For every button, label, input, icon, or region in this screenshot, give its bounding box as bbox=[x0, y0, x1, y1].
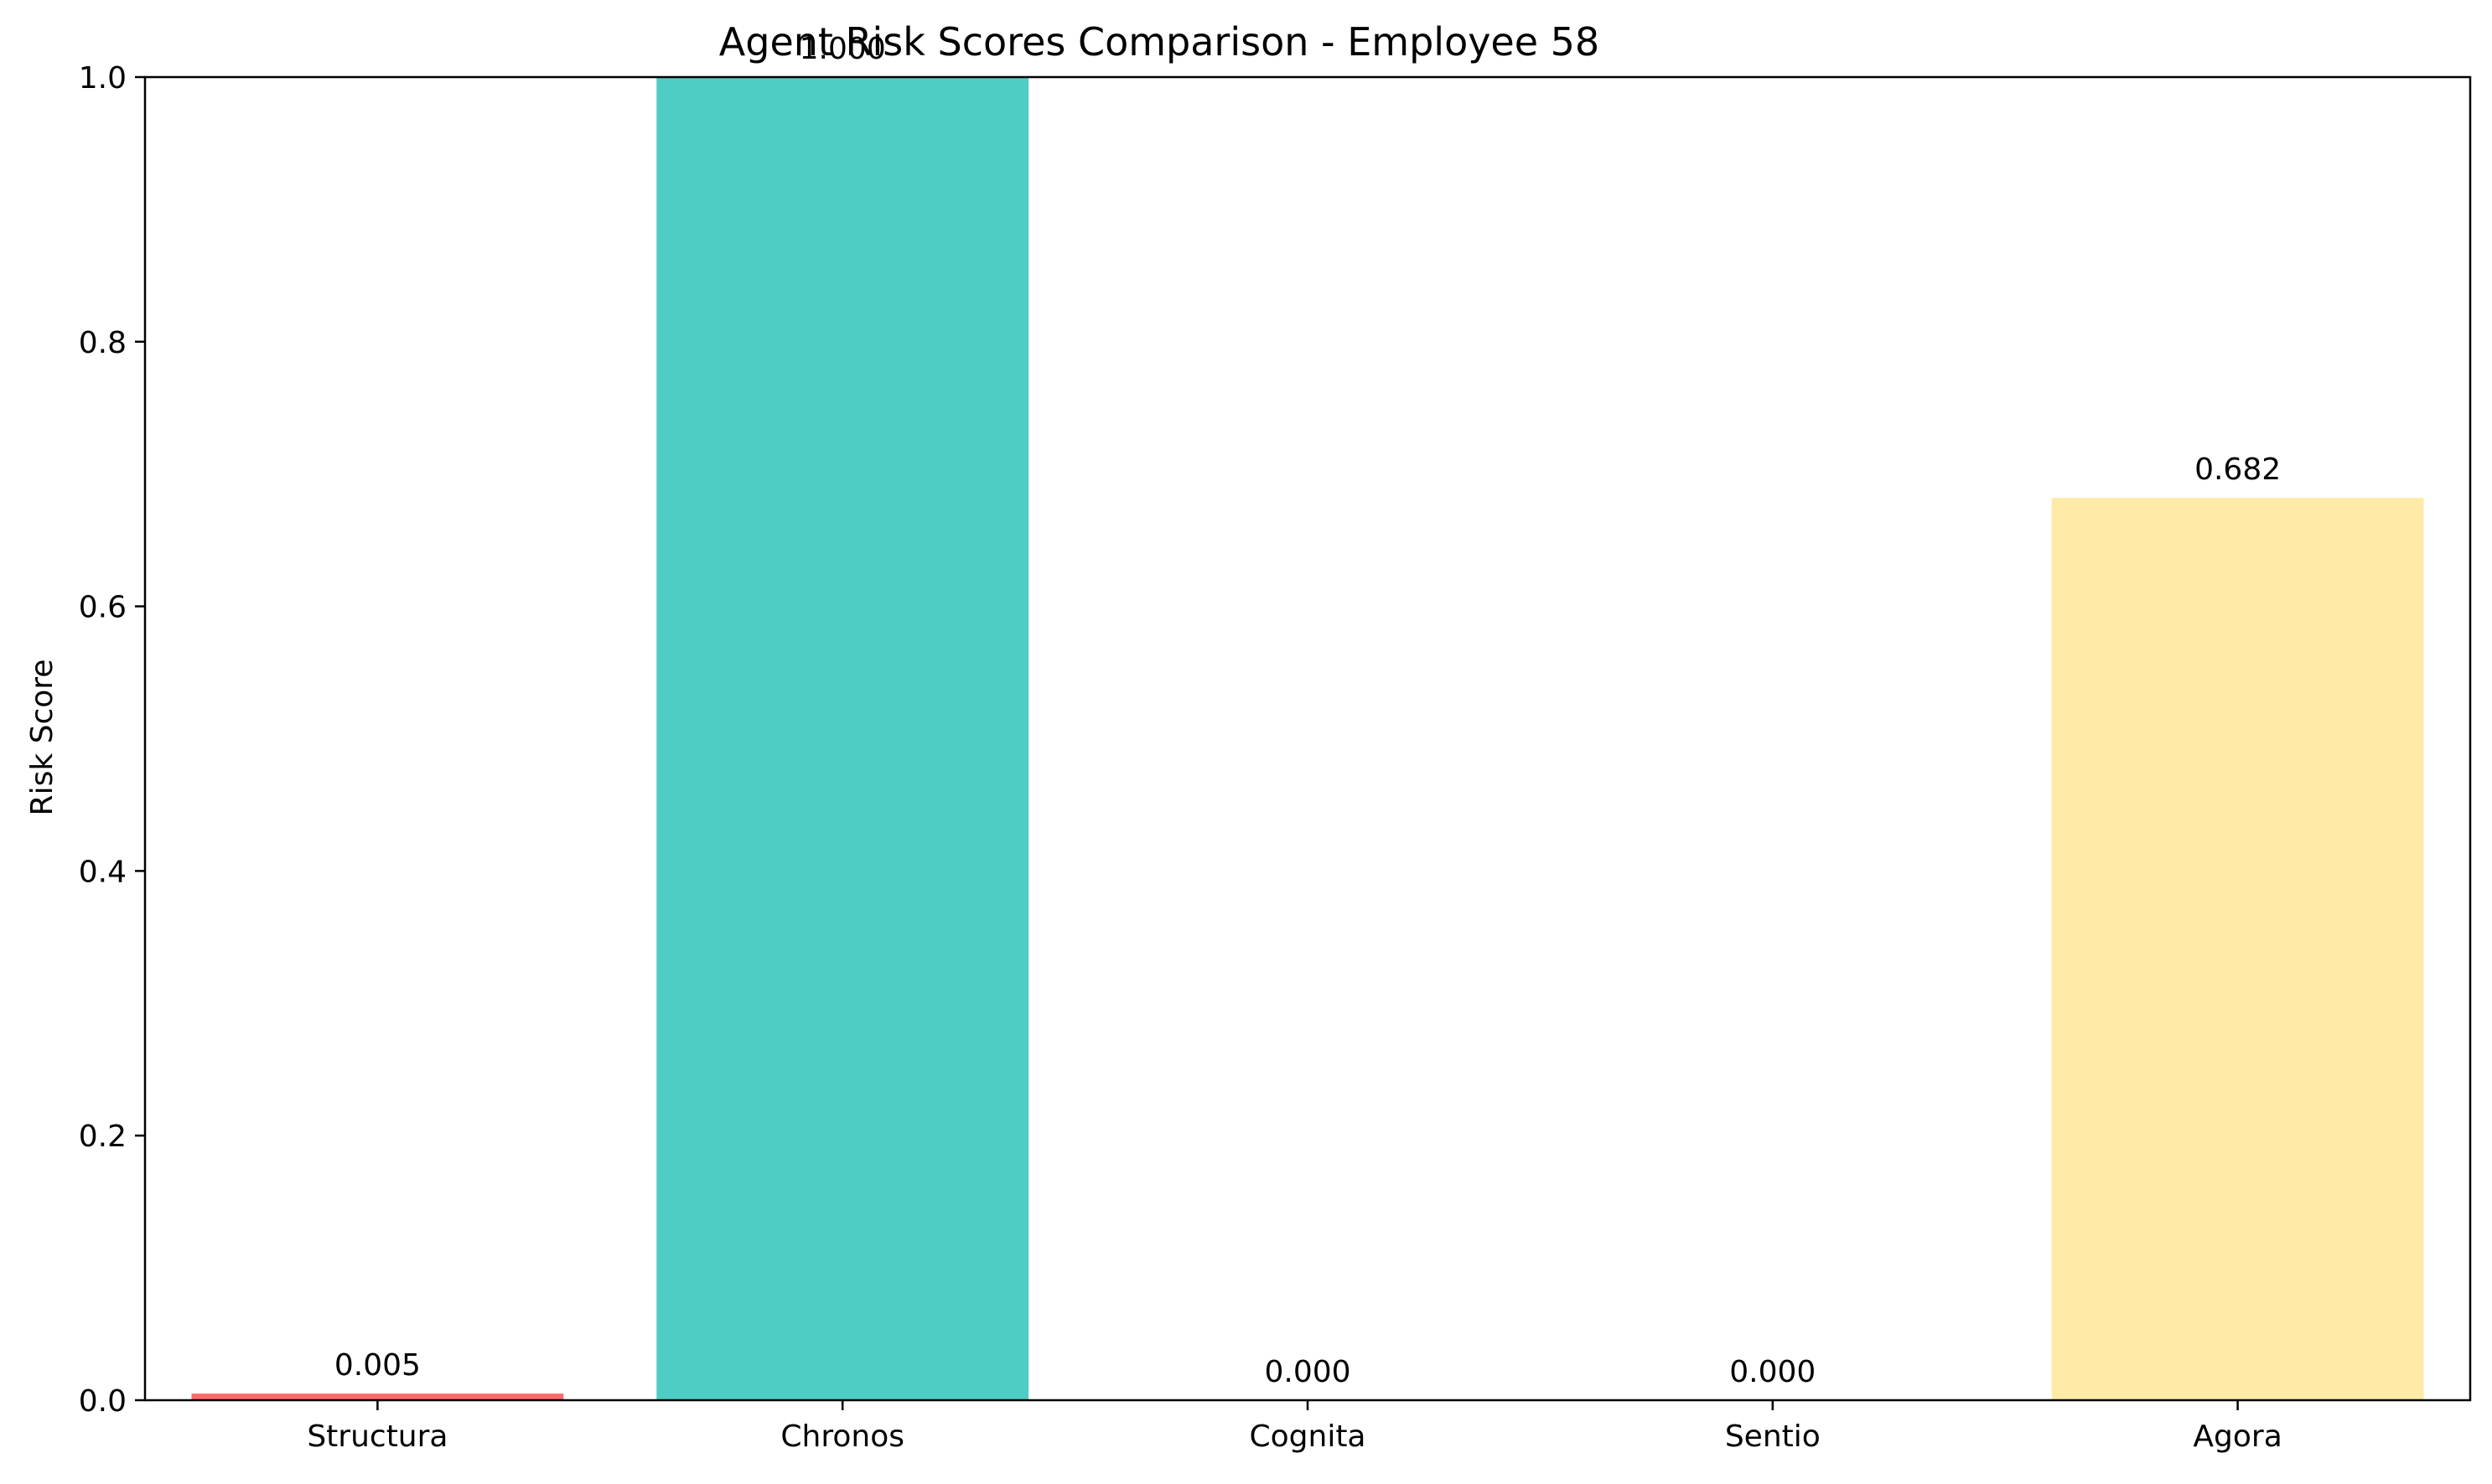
x-tick-label-cognita: Cognita bbox=[1249, 1419, 1365, 1454]
value-label-agora: 0.682 bbox=[2194, 452, 2281, 487]
x-tick-label-chronos: Chronos bbox=[780, 1419, 904, 1454]
value-label-sentio: 0.000 bbox=[1729, 1355, 1816, 1389]
bar-agora bbox=[2051, 498, 2424, 1400]
y-tick-label-5: 1.0 bbox=[79, 61, 127, 96]
value-label-chronos: 1.000 bbox=[800, 32, 886, 66]
plot-area: 0.005 1.000 0.000 0.000 0.682 Structura Chrono… bbox=[79, 32, 2472, 1454]
x-tick-label-agora: Agora bbox=[2193, 1419, 2282, 1454]
value-label-structura: 0.005 bbox=[334, 1348, 421, 1383]
y-tick-label-3: 0.6 bbox=[79, 591, 127, 625]
x-tick-label-structura: Structura bbox=[307, 1419, 448, 1454]
value-label-cognita: 0.000 bbox=[1264, 1355, 1350, 1389]
chart-title: Agent Risk Scores Comparison - Employee … bbox=[719, 19, 1599, 65]
y-axis-label: Risk Score bbox=[25, 659, 60, 816]
bar-structura bbox=[191, 1394, 564, 1400]
y-tick-label-4: 0.8 bbox=[79, 326, 127, 360]
y-tick-label-2: 0.4 bbox=[79, 855, 127, 889]
x-tick-label-sentio: Sentio bbox=[1725, 1419, 1821, 1454]
y-tick-label-0: 0.0 bbox=[79, 1384, 127, 1419]
y-tick-label-1: 0.2 bbox=[79, 1119, 127, 1154]
bar-chronos bbox=[656, 77, 1029, 1400]
